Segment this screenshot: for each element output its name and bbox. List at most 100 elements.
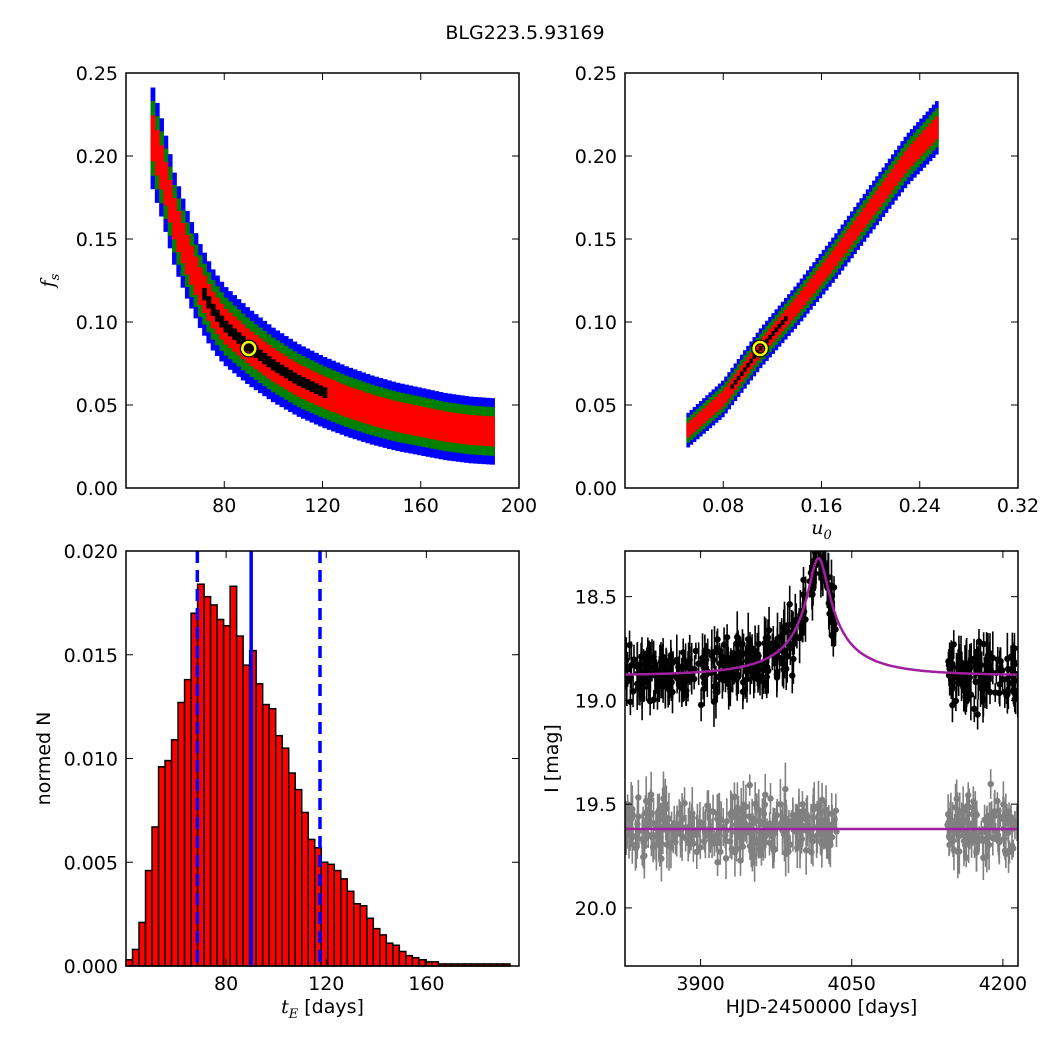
x-tick-label: 0.08 <box>702 495 744 517</box>
heatmap-cell-1-sigma <box>180 223 186 264</box>
heatmap-cell-best <box>245 339 250 352</box>
x-axis-label: u0 <box>811 517 832 543</box>
heatmap-cell-best <box>739 371 744 376</box>
heatmap-cell-1-sigma <box>840 237 845 258</box>
data-point <box>996 689 1003 697</box>
residual-point <box>971 831 978 839</box>
residual-point <box>956 810 963 817</box>
data-point <box>800 576 807 584</box>
y-tick-label: 19.0 <box>575 690 617 712</box>
heatmap-cell-1-sigma <box>928 123 933 146</box>
residual-point <box>669 837 677 844</box>
histogram-bar <box>274 734 283 967</box>
heatmap-cell-1-sigma <box>853 220 857 241</box>
histogram-bar <box>359 905 368 967</box>
x-tick-label: 0.24 <box>899 495 941 517</box>
heatmap-cell-1-sigma <box>451 412 457 443</box>
heatmap-cell-1-sigma <box>455 413 461 444</box>
data-point <box>701 685 708 692</box>
data-point <box>725 681 732 688</box>
heatmap-cell-best <box>202 287 207 301</box>
histogram-bar <box>125 959 134 967</box>
data-point <box>716 649 723 656</box>
heatmap-cell-1-sigma <box>335 381 341 414</box>
data-point <box>627 698 634 705</box>
histogram-bar <box>294 788 303 967</box>
data-point <box>815 539 821 545</box>
data-point <box>697 701 705 709</box>
data-point <box>830 584 838 591</box>
data-point <box>739 640 746 648</box>
histogram-bar <box>353 903 362 967</box>
heatmap-cell-1-sigma <box>787 306 791 324</box>
heatmap-cell-best <box>236 332 242 344</box>
heatmap-cell-1-sigma <box>831 250 835 270</box>
data-point <box>628 662 635 669</box>
heatmap-cell-1-sigma <box>721 391 725 407</box>
data-point <box>787 644 794 652</box>
y-tick-label: 0.15 <box>76 229 118 251</box>
histogram-bar <box>138 921 147 967</box>
data-point <box>699 661 706 668</box>
data-point <box>950 641 957 648</box>
heatmap-cell-best <box>743 367 747 372</box>
histogram-bar <box>392 944 401 967</box>
heatmap-cell-1-sigma <box>912 140 917 163</box>
y-tick-label: 0.10 <box>76 312 118 334</box>
residual-point <box>793 822 800 829</box>
data-point <box>789 672 796 679</box>
heatmap-cell-1-sigma <box>412 405 418 436</box>
heatmap-cell-1-sigma <box>894 164 898 186</box>
best-fit-marker <box>241 340 257 357</box>
heatmap-cell-1-sigma <box>348 387 354 419</box>
residual-point <box>751 800 759 808</box>
histogram-bar <box>327 863 336 967</box>
heatmap-cell-1-sigma <box>919 133 923 156</box>
data-point <box>978 678 985 686</box>
heatmap-cell-1-sigma <box>805 282 810 302</box>
heatmap-cell-1-sigma <box>702 408 706 424</box>
heatmap-cell-best <box>288 369 293 381</box>
data-point <box>970 658 978 665</box>
heatmap-cell-1-sigma <box>361 391 366 423</box>
x-tick-label: 0.32 <box>997 495 1039 517</box>
y-tick-label: 20.0 <box>575 898 617 920</box>
heatmap-cell-1-sigma <box>900 155 905 178</box>
data-point <box>722 658 730 665</box>
histogram-bar <box>385 942 394 967</box>
histogram-bar <box>372 927 381 967</box>
residual-point <box>702 832 709 839</box>
heatmap-cell-best <box>736 375 741 381</box>
data-point <box>786 601 793 608</box>
residual-point <box>751 852 758 859</box>
heatmap-cell-1-sigma <box>790 302 794 321</box>
residual-point <box>639 835 646 843</box>
heatmap-cell-1-sigma <box>884 177 889 199</box>
heatmap-cell-1-sigma <box>172 197 177 240</box>
residual-point <box>995 836 1003 844</box>
residual-point <box>821 816 829 824</box>
residual-point <box>818 796 826 803</box>
x-tick-label: 200 <box>501 495 537 517</box>
data-point <box>813 538 819 544</box>
histogram-bar <box>366 917 375 967</box>
heatmap-cell-1-sigma <box>724 387 728 403</box>
data-point <box>763 667 770 674</box>
residual-point <box>811 803 818 810</box>
heatmap-cell-1-sigma <box>163 162 169 206</box>
histogram-bar <box>333 869 342 967</box>
heatmap-cell-best <box>279 364 285 376</box>
data-point <box>809 591 816 598</box>
heatmap-cell-1-sigma <box>395 401 401 433</box>
heatmap-cell-1-sigma <box>909 144 914 167</box>
fs-vs-u0-panel: 0.08 0.16 0.24 0.32 0.00 0.05 0.10 0.15 0.20 0.25… <box>575 63 1039 543</box>
heatmap-cell-1-sigma <box>421 406 427 438</box>
data-point <box>630 656 638 663</box>
residual-point <box>805 830 813 837</box>
heatmap-cell-1-sigma <box>184 235 190 275</box>
y-tick-label: 0.20 <box>575 146 617 168</box>
data-point <box>633 680 641 688</box>
heatmap-cell-1-sigma <box>189 245 195 285</box>
heatmap-cell-1-sigma <box>391 400 397 432</box>
